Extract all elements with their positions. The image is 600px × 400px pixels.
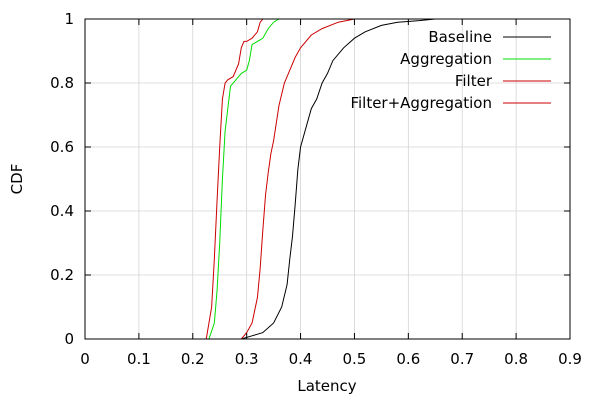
x-tick-label: 0.7	[450, 350, 474, 368]
legend-label: Filter+Aggregation	[350, 94, 492, 112]
x-tick-label: 0.5	[343, 350, 367, 368]
y-tick-label: 0.6	[50, 138, 74, 156]
axis-ticks	[84, 18, 571, 340]
y-tick-label: 0.8	[50, 74, 74, 92]
x-tick-label: 0.4	[289, 350, 313, 368]
y-tick-labels: 0 0.2 0.4 0.6 0.8 1	[50, 10, 74, 348]
x-tick-label: 0.2	[181, 350, 205, 368]
plot-frame	[84, 18, 571, 340]
legend-label: Baseline	[428, 28, 492, 46]
x-tick-label: 0.1	[127, 350, 151, 368]
series-line-0	[85, 18, 570, 340]
x-tick-label: 0.3	[235, 350, 259, 368]
series-line-2	[85, 18, 570, 340]
series-line-3	[85, 18, 570, 340]
x-tick-label: 0	[80, 350, 90, 368]
x-tick-label: 0.6	[396, 350, 420, 368]
series-lines	[85, 18, 570, 340]
legend-label: Filter	[455, 72, 493, 90]
y-tick-label: 0.2	[50, 266, 74, 284]
grid	[85, 19, 570, 339]
x-axis-label: Latency	[297, 377, 356, 395]
x-tick-label: 0.9	[558, 350, 582, 368]
x-tick-labels: 0 0.1 0.2 0.3 0.4 0.5 0.6 0.7 0.8 0.9	[80, 350, 582, 368]
legend-label: Aggregation	[400, 50, 492, 68]
y-axis-label: CDF	[8, 164, 26, 195]
x-tick-label: 0.8	[504, 350, 528, 368]
legend: Baseline Aggregation Filter Filter+Aggregat…	[350, 28, 551, 112]
y-tick-label: 0	[64, 330, 74, 348]
y-tick-label: 1	[64, 10, 74, 28]
series-line-1	[85, 18, 570, 340]
y-tick-label: 0.4	[50, 202, 74, 220]
